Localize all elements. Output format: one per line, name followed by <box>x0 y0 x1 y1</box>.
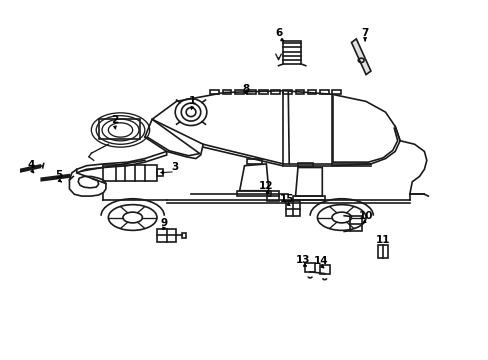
Text: 7: 7 <box>361 28 368 38</box>
Text: 2: 2 <box>111 114 118 125</box>
Text: 8: 8 <box>242 84 249 94</box>
Text: 9: 9 <box>161 218 167 228</box>
Polygon shape <box>41 175 69 181</box>
Text: 1: 1 <box>188 96 196 106</box>
Text: 6: 6 <box>274 28 282 38</box>
Text: 14: 14 <box>313 256 328 266</box>
Text: 11: 11 <box>375 235 389 245</box>
Polygon shape <box>351 39 370 75</box>
Text: 15: 15 <box>280 194 294 203</box>
Text: 5: 5 <box>55 170 62 180</box>
Text: 3: 3 <box>171 162 178 172</box>
Text: 13: 13 <box>295 255 309 265</box>
Text: 4: 4 <box>28 160 35 170</box>
Text: 10: 10 <box>358 211 372 221</box>
Text: 12: 12 <box>259 181 273 192</box>
Polygon shape <box>21 165 40 172</box>
